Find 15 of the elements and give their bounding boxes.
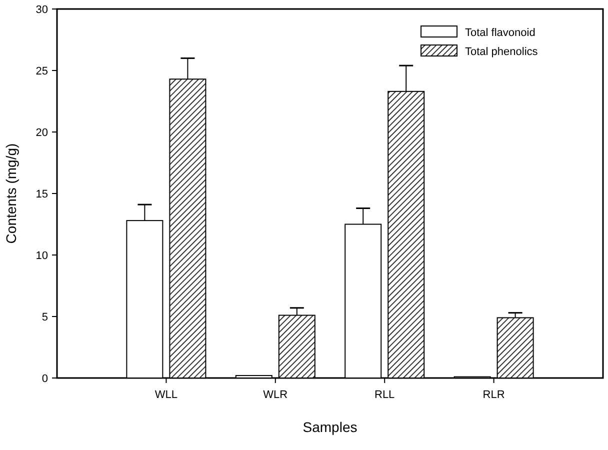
- y-tick-label: 15: [36, 188, 48, 200]
- y-tick-label: 30: [36, 4, 48, 16]
- y-tick-label: 20: [36, 126, 48, 139]
- legend-label: Total flavonoid: [465, 26, 536, 39]
- y-tick-label: 25: [36, 65, 48, 78]
- y-tick-label: 0: [42, 372, 48, 385]
- x-tick-label: WLL: [154, 389, 178, 401]
- x-axis-title: Samples: [302, 419, 358, 435]
- x-tick-label: RLR: [482, 389, 505, 401]
- legend-label: Total phenolics: [465, 46, 538, 58]
- y-axis-title: Contents (mg/g): [3, 143, 19, 244]
- x-tick-label: RLL: [374, 389, 395, 401]
- x-tick-label: WLR: [263, 389, 288, 401]
- y-tick-label: 5: [42, 311, 48, 324]
- y-tick-label: 10: [36, 250, 48, 262]
